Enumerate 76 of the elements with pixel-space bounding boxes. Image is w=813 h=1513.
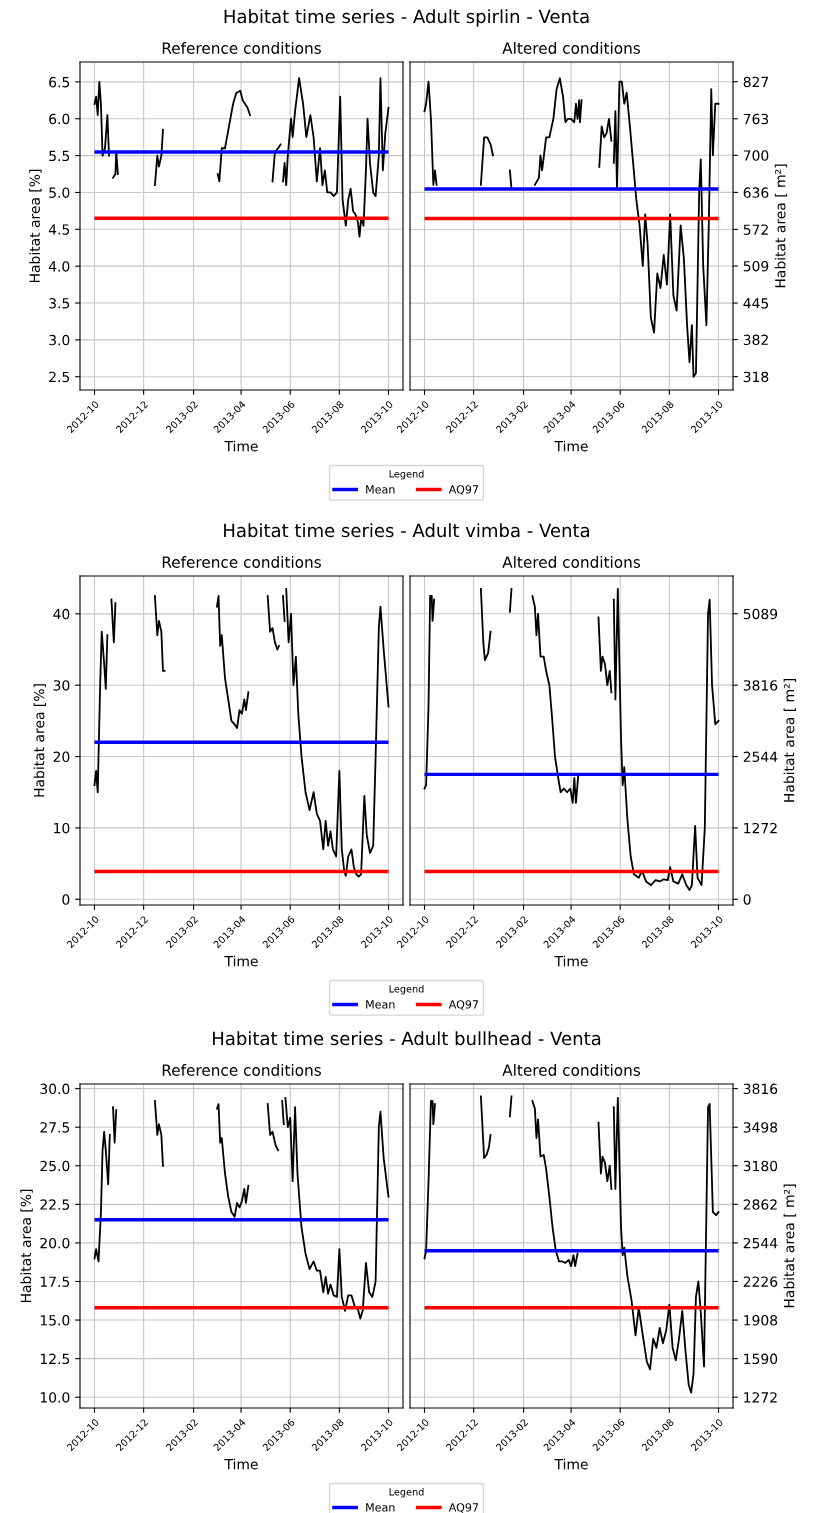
y2-tick-label: 0 — [743, 894, 751, 905]
chart-subtitle: Altered conditions — [502, 1064, 641, 1076]
y2-tick-label: 445 — [743, 298, 769, 309]
y-tick-label: 3.5 — [49, 297, 70, 309]
y-tick-label: 20 — [53, 751, 70, 763]
x-axis-title: Time — [224, 955, 258, 967]
legend-label: AQ97 — [448, 1000, 479, 1010]
y2-tick-label: 3816 — [743, 680, 778, 691]
y2-tick-label: 2544 — [743, 1237, 778, 1249]
legend-title: Legend — [389, 1488, 424, 1498]
y2-tick-label: 636 — [743, 187, 769, 198]
y-tick-label: 6.0 — [49, 113, 70, 125]
y-tick-label: 17.5 — [40, 1276, 70, 1287]
y2-tick-label: 2226 — [743, 1276, 778, 1287]
legend-label: AQ97 — [448, 485, 479, 495]
chart-subtitle: Reference conditions — [162, 556, 321, 568]
legend-label: Mean — [366, 1503, 395, 1512]
chart-subtitle: Altered conditions — [502, 556, 641, 568]
y2-tick-label: 1908 — [744, 1315, 778, 1326]
y2-tick-label: 1272 — [744, 822, 777, 834]
y-axis-title: Habitat area [%] — [33, 684, 46, 797]
chart-subtitle: Altered conditions — [502, 42, 641, 54]
y-tick-label: 40 — [53, 608, 70, 620]
y-axis-title: Habitat area [%] — [20, 1189, 33, 1303]
y2-tick-label: 700 — [743, 150, 769, 161]
legend-label: AQ97 — [448, 1503, 479, 1513]
y2-tick-label: 2544 — [743, 751, 778, 763]
x-axis-title: Time — [554, 1458, 588, 1470]
chart-subtitle: Reference conditions — [162, 42, 321, 54]
x-axis-title: Time — [554, 440, 588, 452]
y-tick-label: 10 — [54, 822, 70, 834]
y-axis-title: Habitat area [%] — [29, 169, 42, 283]
y2-tick-label: 827 — [743, 76, 769, 88]
y2-tick-label: 1590 — [744, 1353, 778, 1365]
y2-tick-label: 3498 — [743, 1122, 778, 1133]
y-tick-label: 5.0 — [49, 187, 70, 198]
chart-title: Habitat time series - Adult bullhead - Venta — [213, 1031, 601, 1046]
y-tick-label: 5.5 — [49, 150, 70, 162]
y2-tick-label: 2862 — [743, 1199, 777, 1210]
x-axis-title: Time — [224, 440, 258, 452]
chart-title: Habitat time series - Adult vimba - Venta — [224, 523, 590, 538]
x-axis-title: Time — [224, 1458, 258, 1470]
y-tick-label: 20.0 — [40, 1237, 70, 1249]
y-tick-label: 25.0 — [40, 1160, 70, 1172]
y2-tick-label: 3816 — [743, 1083, 778, 1095]
y2-tick-label: 5089 — [743, 608, 778, 620]
y2-tick-label: 318 — [743, 371, 769, 383]
y2-tick-label: 763 — [743, 113, 769, 125]
y-tick-label: 3.0 — [49, 334, 70, 346]
y2-axis-title: Habitat area [ m²] — [783, 1184, 797, 1308]
y-tick-label: 2.5 — [49, 371, 70, 383]
x-axis-title: Time — [554, 955, 588, 967]
legend-label: Mean — [366, 1000, 395, 1009]
legend-title: Legend — [389, 985, 424, 995]
chart-subtitle: Reference conditions — [162, 1064, 321, 1076]
y-tick-label: 30 — [53, 680, 70, 691]
y2-tick-label: 1272 — [744, 1392, 777, 1403]
y-tick-label: 15.0 — [40, 1315, 70, 1326]
y-tick-label: 6.5 — [49, 76, 70, 88]
y-tick-label: 10.0 — [40, 1392, 70, 1403]
y-tick-label: 30.0 — [40, 1083, 70, 1095]
y2-tick-label: 382 — [743, 334, 768, 346]
chart-title: Habitat time series - Adult spirlin - Venta — [224, 9, 589, 27]
y2-axis-title: Habitat area [ m²] — [783, 679, 797, 802]
y-tick-label: 4.5 — [48, 224, 70, 235]
y2-tick-label: 3180 — [743, 1160, 778, 1172]
y2-tick-label: 509 — [743, 260, 769, 272]
y-tick-label: 0 — [62, 894, 70, 905]
y-tick-label: 12.5 — [40, 1353, 70, 1365]
y2-axis-title: Habitat area [ m²] — [774, 164, 788, 288]
y2-tick-label: 572 — [743, 224, 768, 235]
y-tick-label: 22.5 — [40, 1199, 70, 1210]
y-tick-label: 4.0 — [48, 261, 70, 272]
legend-title: Legend — [389, 470, 424, 480]
legend-label: Mean — [366, 485, 395, 494]
y-tick-label: 27.5 — [40, 1122, 70, 1133]
